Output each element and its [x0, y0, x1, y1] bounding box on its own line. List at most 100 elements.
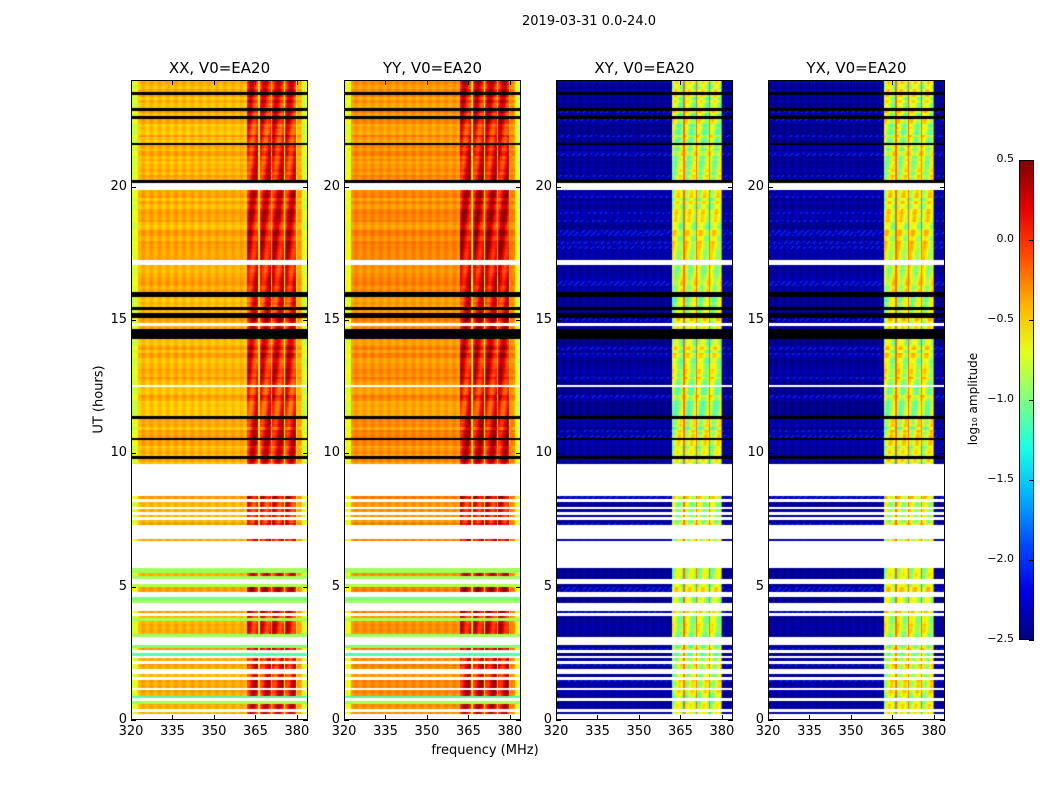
x-tick-label: 350 — [838, 724, 864, 739]
x-tick-label: 350 — [626, 724, 652, 739]
colorbar-tick-mark — [1029, 640, 1034, 641]
x-axis-label: frequency (MHz) — [431, 743, 539, 758]
x-tick-mark — [768, 715, 769, 720]
colorbar-tick-label: −0.5 — [987, 312, 1014, 325]
colorbar-tick-label: 0.5 — [996, 152, 1015, 165]
y-tick-label: 10 — [110, 445, 127, 461]
y-tick-mark — [556, 186, 561, 188]
y-tick-mark — [940, 186, 945, 188]
x-tick-mark — [850, 80, 852, 85]
y-tick-mark — [344, 320, 349, 321]
x-tick-label: 380 — [709, 724, 735, 739]
y-tick-mark — [516, 720, 521, 721]
colorbar-tick-label: −1.5 — [987, 472, 1014, 485]
y-tick-mark — [768, 720, 773, 721]
y-tick-mark — [556, 586, 561, 588]
x-tick-mark — [213, 80, 215, 85]
heatmap-cells — [132, 81, 307, 719]
x-tick-label: 335 — [797, 724, 822, 739]
y-tick-label: 15 — [747, 312, 764, 327]
y-tick-mark — [344, 453, 349, 455]
x-tick-label: 365 — [880, 724, 905, 739]
colorbar-tick-label: 0.0 — [996, 232, 1015, 245]
x-tick-mark — [426, 80, 428, 85]
panel-title: YX, V0=EA20 — [806, 59, 907, 77]
x-tick-mark — [385, 80, 387, 85]
x-tick-label: 380 — [497, 724, 523, 739]
y-tick-mark — [728, 586, 733, 588]
x-tick-mark — [892, 715, 894, 720]
y-tick-mark — [728, 320, 733, 321]
y-tick-mark — [344, 586, 349, 588]
y-tick-label: 15 — [323, 312, 340, 327]
x-tick-mark — [638, 715, 640, 720]
x-tick-mark — [213, 715, 215, 720]
panel-title: YY, V0=EA20 — [382, 59, 483, 77]
x-tick-mark — [509, 80, 511, 85]
x-tick-label: 320 — [331, 724, 357, 739]
x-tick-mark — [468, 80, 470, 85]
y-tick-mark — [131, 186, 136, 188]
y-tick-mark — [131, 720, 136, 721]
y-tick-label: 5 — [118, 578, 127, 594]
y-tick-mark — [516, 320, 521, 321]
colorbar-tick-label: −2.0 — [987, 552, 1014, 565]
x-tick-mark — [933, 715, 935, 720]
y-tick-mark — [768, 586, 773, 588]
x-tick-label: 320 — [755, 724, 781, 739]
x-tick-mark — [468, 715, 470, 720]
x-tick-label: 320 — [543, 724, 569, 739]
panel-title: XY, V0=EA20 — [594, 59, 695, 77]
y-tick-mark — [131, 453, 136, 455]
x-tick-mark — [296, 80, 298, 85]
x-tick-mark — [680, 715, 682, 720]
y-tick-label: 0 — [755, 712, 764, 727]
x-tick-label: 350 — [201, 724, 227, 739]
y-tick-label: 10 — [323, 445, 340, 461]
x-tick-mark — [255, 715, 257, 720]
y-tick-mark — [344, 186, 349, 188]
y-tick-mark — [131, 586, 136, 588]
colorbar-tick-mark — [1029, 480, 1034, 481]
x-tick-mark — [597, 715, 599, 720]
x-tick-label: 320 — [118, 724, 144, 739]
y-tick-label: 20 — [535, 178, 552, 194]
y-tick-label: 0 — [118, 712, 127, 727]
heatmap-panel — [344, 80, 521, 720]
y-tick-mark — [556, 320, 561, 321]
x-tick-label: 350 — [414, 724, 440, 739]
x-tick-label: 365 — [243, 724, 268, 739]
heatmap-panel — [556, 80, 733, 720]
x-tick-mark — [172, 80, 174, 85]
panel-title: XX, V0=EA20 — [168, 59, 271, 77]
x-tick-mark — [255, 80, 257, 85]
figure-title: 2019-03-31 0.0-24.0 — [522, 14, 656, 29]
heatmap-panel — [131, 80, 308, 720]
x-tick-mark — [344, 80, 345, 85]
y-tick-label: 20 — [747, 178, 764, 194]
y-tick-mark — [556, 720, 561, 721]
x-tick-mark — [344, 715, 345, 720]
y-axis-label: UT (hours) — [91, 365, 107, 434]
x-tick-label: 365 — [456, 724, 481, 739]
x-tick-mark — [172, 715, 174, 720]
x-tick-label: 380 — [284, 724, 310, 739]
x-tick-mark — [597, 80, 599, 85]
x-tick-mark — [809, 715, 811, 720]
y-tick-label: 15 — [535, 312, 552, 327]
y-tick-mark — [303, 320, 308, 321]
x-tick-mark — [426, 715, 428, 720]
colorbar-tick-mark — [1029, 160, 1034, 161]
x-tick-label: 335 — [585, 724, 610, 739]
colorbar-tick-mark — [1029, 400, 1034, 401]
heatmap-panel — [768, 80, 945, 720]
colorbar-tick-mark — [1029, 560, 1034, 561]
x-tick-mark — [809, 80, 811, 85]
y-tick-mark — [940, 720, 945, 721]
heatmap-cells — [769, 81, 944, 719]
y-tick-mark — [516, 186, 521, 188]
y-tick-mark — [303, 586, 308, 588]
x-tick-mark — [556, 80, 557, 85]
x-tick-mark — [638, 80, 640, 85]
